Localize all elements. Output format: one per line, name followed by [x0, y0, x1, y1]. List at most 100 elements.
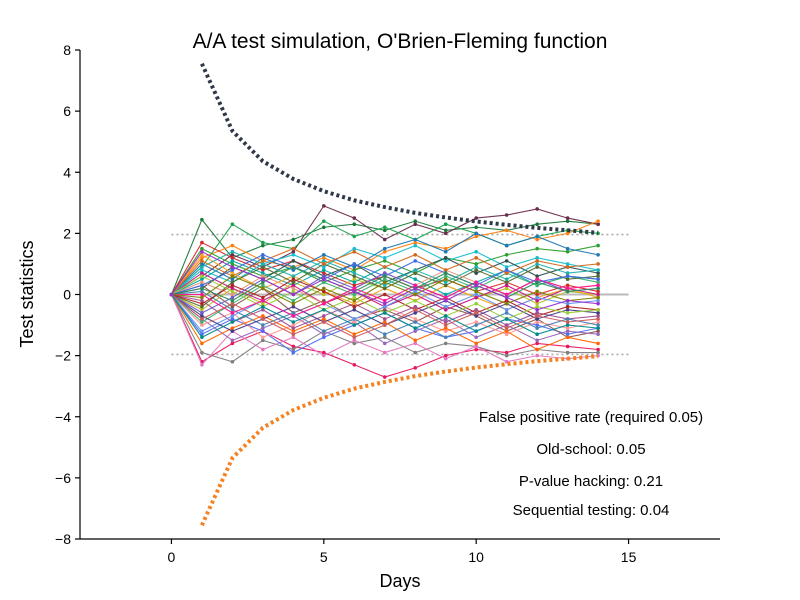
simulation-point	[596, 301, 600, 306]
simulation-point	[535, 207, 539, 211]
simulation-point	[352, 286, 357, 291]
simulation-point	[443, 356, 448, 361]
simulation-point	[382, 341, 387, 346]
simulation-point	[474, 323, 478, 327]
simulation-point	[322, 353, 326, 358]
simulation-point	[291, 274, 296, 278]
simulation-point	[291, 301, 296, 306]
simulation-point	[413, 298, 418, 303]
simulation-point	[352, 298, 357, 303]
x-tick-label: 0	[168, 549, 176, 565]
simulation-point	[322, 225, 326, 230]
simulation-point	[596, 311, 600, 315]
simulation-point	[474, 225, 478, 230]
simulation-point	[565, 271, 570, 275]
simulation-point	[535, 307, 539, 312]
simulation-point	[200, 289, 204, 294]
simulation-point	[382, 350, 387, 355]
simulation-point	[413, 240, 418, 245]
simulation-point	[200, 362, 204, 367]
simulation-point	[352, 222, 357, 227]
simulation-point	[443, 274, 448, 278]
simulation-point	[596, 320, 600, 324]
simulation-point	[261, 298, 265, 303]
simulation-point	[261, 286, 265, 291]
simulation-point	[291, 283, 296, 288]
simulation-point	[352, 234, 357, 239]
simulation-point	[565, 304, 570, 309]
simulation-point	[200, 277, 204, 282]
simulation-point	[230, 280, 235, 285]
simulation-point	[230, 326, 235, 330]
simulation-point	[596, 341, 600, 346]
simulation-point	[352, 216, 357, 220]
simulation-point	[535, 277, 539, 282]
simulation-point	[352, 268, 357, 272]
simulation-point	[291, 268, 296, 272]
simulation-point	[322, 289, 326, 294]
simulation-point	[565, 320, 570, 324]
simulation-point	[230, 329, 235, 333]
simulation-run-22	[169, 271, 600, 324]
simulation-point	[261, 265, 265, 269]
simulation-point	[413, 219, 418, 223]
y-tick-label: 2	[63, 225, 71, 241]
simulation-point	[565, 249, 570, 254]
simulation-point	[322, 204, 326, 208]
simulation-point	[474, 311, 478, 315]
simulation-point	[443, 304, 448, 309]
simulation-run-38	[169, 292, 600, 340]
simulation-point	[596, 332, 600, 337]
simulation-point	[504, 283, 509, 288]
simulation-point	[322, 350, 326, 355]
simulation-point	[535, 323, 539, 327]
simulation-point	[261, 307, 265, 312]
simulation-point	[200, 323, 204, 327]
simulation-point	[322, 219, 326, 223]
simulation-point	[322, 268, 326, 272]
simulation-point	[200, 314, 204, 318]
simulation-point	[322, 286, 326, 291]
y-ticks: −8 −6 −4 −2 0 2 4 6 8	[55, 42, 80, 547]
simulation-point	[504, 265, 509, 269]
simulation-point	[443, 295, 448, 300]
simulation-point	[352, 307, 357, 312]
simulation-point	[504, 271, 509, 275]
simulation-point	[565, 283, 570, 288]
simulation-point	[413, 286, 418, 291]
simulation-point	[413, 289, 418, 294]
y-tick-label: −2	[55, 348, 71, 364]
simulation-run-36	[169, 274, 600, 306]
simulation-point	[596, 317, 600, 321]
simulation-point	[596, 350, 600, 355]
simulation-point	[382, 307, 387, 312]
simulation-point	[261, 347, 265, 352]
simulation-paths	[169, 204, 600, 379]
simulation-point	[291, 292, 296, 297]
simulation-point	[352, 338, 357, 343]
simulation-point	[535, 292, 539, 297]
simulation-point	[443, 323, 448, 327]
simulation-point	[261, 335, 265, 340]
simulation-point	[443, 292, 448, 297]
simulation-point	[504, 213, 509, 217]
simulation-point	[443, 271, 448, 275]
y-tick-label: 8	[63, 42, 71, 58]
simulation-point	[382, 228, 387, 233]
simulation-point	[382, 225, 387, 230]
simulation-point	[565, 329, 570, 333]
y-tick-label: 6	[63, 103, 71, 119]
simulation-point	[230, 268, 235, 272]
simulation-point	[596, 286, 600, 291]
simulation-point	[200, 317, 204, 321]
simulation-point	[230, 341, 235, 346]
simulation-point	[565, 344, 570, 349]
simulation-point	[261, 338, 265, 343]
simulation-point	[382, 256, 387, 260]
simulation-point	[565, 298, 570, 303]
simulation-point	[474, 256, 478, 260]
simulation-point	[504, 350, 509, 355]
simulation-point	[352, 317, 357, 321]
simulation-point	[261, 256, 265, 260]
